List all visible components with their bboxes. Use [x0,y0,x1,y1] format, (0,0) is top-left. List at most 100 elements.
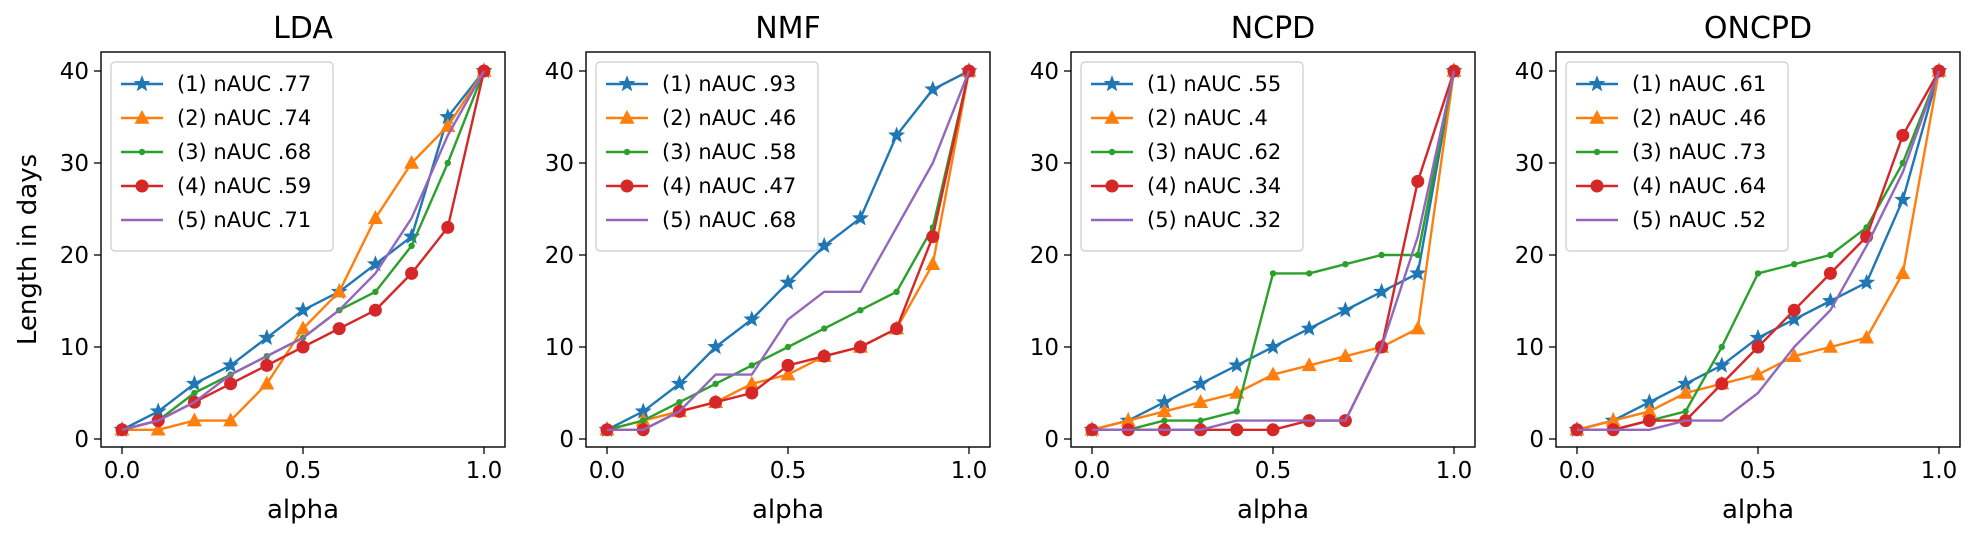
data-point [1827,251,1834,259]
series-5 [607,70,971,431]
data-point [925,256,941,270]
data-point [1895,265,1911,280]
data-point [258,328,276,346]
data-point [1300,319,1318,336]
data-point [1233,408,1241,415]
y-tick-label: 20 [1515,243,1544,269]
data-point [1715,377,1729,391]
legend-entry: (3) nAUC .62 [1147,140,1281,164]
legend-swatch-marker [1105,179,1119,193]
data-point [191,389,198,397]
legend-box [1565,61,1789,252]
data-point [926,230,940,244]
panel-title: ONCPD [1704,11,1812,46]
y-tick-label: 0 [1529,427,1544,453]
legend-entry: (3) nAUC .58 [662,140,796,164]
data-point [781,358,795,372]
data-point [893,288,900,295]
x-tick-label: 0.0 [1074,458,1111,484]
y-tick-label: 30 [1515,151,1544,177]
y-tick-label: 0 [74,427,89,453]
data-point [745,386,759,400]
y-tick-label: 40 [1030,59,1059,85]
data-point [1896,128,1910,142]
x-axis-label: alpha [752,495,824,525]
legend-swatch-marker [1108,148,1116,156]
data-point [1269,270,1277,277]
data-point [1161,417,1168,424]
data-point [853,340,867,354]
y-tick-label: 0 [1044,427,1059,453]
legend-swatch-marker [1590,179,1604,193]
data-point [924,80,942,97]
y-axis-label: Length in days [13,154,43,345]
legend-box [595,61,819,252]
y-tick-label: 40 [1515,59,1544,85]
data-point [294,301,312,318]
data-point [815,236,833,254]
data-point [1410,320,1426,335]
data-point [1264,338,1282,355]
legend-swatch-marker [1589,109,1605,124]
panel-title: LDA [273,11,333,46]
panel-oncpd: ONCPD 0 10 20 30 40 0.0 0.5 1.0 alpha (1) nAUC .61… [1515,11,1961,525]
y-tick-label: 20 [1030,243,1059,269]
data-point [1786,348,1802,362]
data-point [1265,366,1281,381]
legend-swatch-marker [1593,148,1601,156]
y-tick-label: 20 [60,243,89,269]
x-tick-label: 1.0 [1436,458,1473,484]
legend-entry: (4) nAUC .59 [177,174,311,198]
legend: (1) nAUC .55 (2) nAUC .4 (3) nAUC .62 (4) n… [1080,61,1304,252]
axes-frame [1070,51,1476,448]
data-point [1718,343,1726,351]
data-point [372,288,379,295]
data-point [1230,423,1244,437]
data-point [185,374,203,392]
data-point [640,417,647,424]
data-point [1192,374,1210,392]
data-point [408,242,415,249]
y-tick-label: 30 [60,151,89,177]
x-tick-label: 0.5 [770,458,807,484]
data-point [1642,414,1656,428]
data-point [1822,338,1838,353]
data-point [1197,417,1204,424]
data-point [1787,303,1801,317]
data-point [1791,261,1798,268]
data-point [707,338,725,355]
series-line [1577,70,1941,431]
data-point [1414,251,1422,259]
legend-swatch-marker [619,109,635,124]
series-line [607,70,971,431]
legend-entry: (3) nAUC .68 [177,140,311,164]
x-tick-label: 1.0 [1921,458,1958,484]
data-point [295,320,311,335]
series-line [1092,70,1456,431]
data-point [441,220,455,234]
legend-entry: (2) nAUC .74 [177,106,311,130]
y-tick-label: 30 [545,151,574,177]
data-point [223,412,239,427]
data-point [890,322,904,336]
data-point [743,310,761,327]
legend-swatch-marker [134,109,150,124]
data-point [1336,301,1354,318]
legend: (1) nAUC .77 (2) nAUC .74 (3) nAUC .68 (4) … [110,61,334,252]
data-point [1156,403,1172,418]
data-point [1373,282,1391,300]
legend-entry: (2) nAUC .46 [1632,106,1766,130]
data-point [1823,266,1837,280]
series-5 [1577,70,1941,431]
legend: (1) nAUC .61 (2) nAUC .46 (3) nAUC .73 (4) … [1565,61,1789,252]
data-point [1306,270,1313,277]
y-tick-label: 20 [545,243,574,269]
legend-entry: (5) nAUC .71 [177,208,311,232]
data-point [712,380,719,387]
series-4 [1570,64,1946,437]
y-tick-label: 30 [1030,151,1059,177]
legend-swatch-marker [135,179,149,193]
